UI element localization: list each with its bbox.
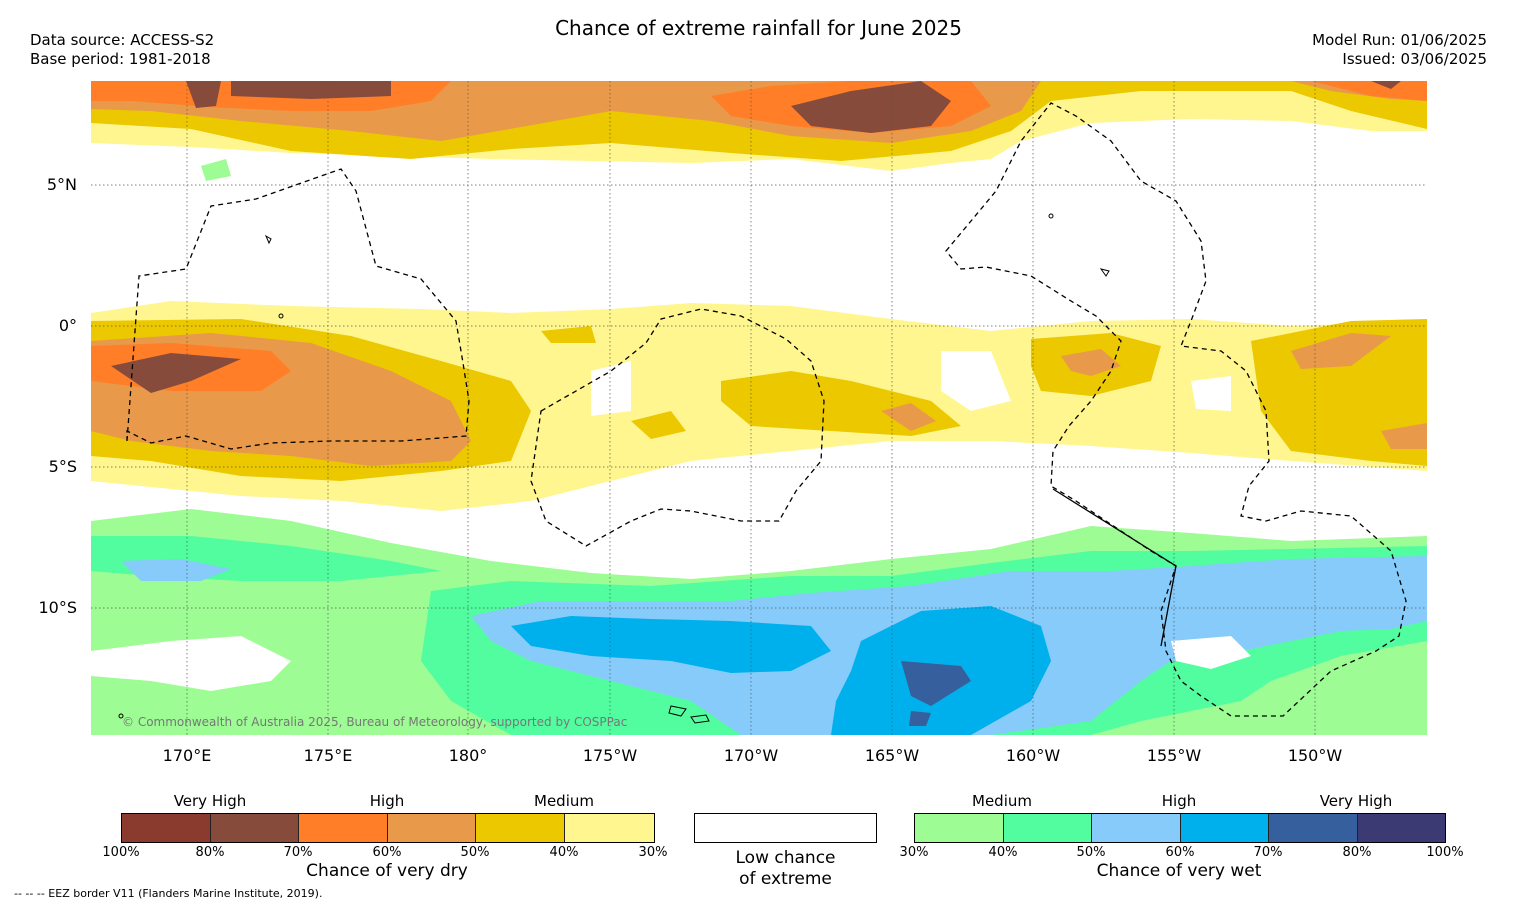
legend-dry-tick: 80% <box>195 845 225 860</box>
lon-label-155w: 155°W <box>1146 746 1202 765</box>
lon-label-170e: 170°E <box>162 746 212 765</box>
eez-tokelau-samoa <box>530 308 825 547</box>
lon-label-170w: 170°W <box>723 746 779 765</box>
lon-label-165w: 165°W <box>864 746 920 765</box>
lon-label-160w: 160°W <box>1005 746 1061 765</box>
legend-wet-tick: 40% <box>988 845 1018 860</box>
islands <box>118 213 1110 724</box>
lat-label-5n: 5°N <box>46 175 77 194</box>
eez-line-islands <box>945 102 1407 717</box>
legend-wet-tick: 50% <box>1076 845 1106 860</box>
legend-wet-tick: 100% <box>1426 845 1464 860</box>
lon-label-150w: 150°W <box>1287 746 1343 765</box>
legend-dry-tick: 40% <box>549 845 579 860</box>
legend-wet-swatch-2 <box>1004 814 1092 842</box>
legend-dry-swatch-6 <box>565 814 654 842</box>
base-period: Base period: 1981-2018 <box>30 50 211 68</box>
legend-wet-swatch-5 <box>1269 814 1358 842</box>
legend-neutral-swatch <box>694 813 877 843</box>
legend-wet-cat-medium: Medium <box>972 792 1032 810</box>
equatorial-dry-band <box>91 301 1427 511</box>
legend-wet-swatch-3 <box>1092 814 1181 842</box>
rainfall-map <box>91 81 1427 735</box>
lat-label-5s: 5°S <box>48 457 77 476</box>
legend-dry-cat-medium: Medium <box>534 792 594 810</box>
legend-dry-tick: 50% <box>460 845 490 860</box>
model-run: Model Run: 01/06/2025 <box>1312 31 1487 49</box>
lat-label-0: 0° <box>58 316 77 335</box>
eez-note: -- -- -- EEZ border V11 (Flanders Marine… <box>14 887 323 900</box>
lon-label-175w: 175°W <box>582 746 638 765</box>
northern-dry-band <box>91 81 1427 181</box>
legend-dry-title: Chance of very dry <box>306 861 468 881</box>
legend-dry-tick: 60% <box>372 845 402 860</box>
legend-wet-tick: 80% <box>1342 845 1372 860</box>
legend-wet-swatch-6 <box>1358 814 1445 842</box>
chart-title: Chance of extreme rainfall for June 2025 <box>555 16 962 40</box>
eez-borders <box>126 102 1407 717</box>
legend-dry-bar <box>121 813 655 843</box>
data-source: Data source: ACCESS-S2 <box>30 31 215 49</box>
legend-wet-tick: 30% <box>899 845 929 860</box>
gridlines <box>91 81 1427 735</box>
legend-dry-cat-very-high: Very High <box>173 792 247 810</box>
legend-dry-tick: 30% <box>638 845 668 860</box>
copyright-notice: © Commonwealth of Australia 2025, Bureau… <box>122 715 628 729</box>
legend-dry-swatch-1 <box>122 814 211 842</box>
lon-label-175e: 175°E <box>303 746 353 765</box>
legend-dry-swatch-4 <box>388 814 476 842</box>
issued-date: Issued: 03/06/2025 <box>1342 50 1487 68</box>
legend-dry-tick: 100% <box>102 845 140 860</box>
eez-solid-border <box>1052 488 1177 647</box>
legend-wet-swatch-1 <box>915 814 1004 842</box>
legend-wet-tick: 60% <box>1165 845 1195 860</box>
legend-dry-swatch-2 <box>211 814 299 842</box>
legend-dry-tick: 70% <box>283 845 313 860</box>
legend-wet-swatch-4 <box>1181 814 1269 842</box>
legend-dry-swatch-3 <box>299 814 388 842</box>
legend-wet-tick: 70% <box>1253 845 1283 860</box>
legend-wet-title: Chance of very wet <box>1096 861 1262 881</box>
legend-wet-bar <box>914 813 1446 843</box>
meta-right: Model Run: 01/06/2025 Issued: 03/06/2025 <box>1312 31 1487 69</box>
meta-left: Data source: ACCESS-S2 Base period: 1981… <box>30 31 214 69</box>
legend-dry-swatch-5 <box>476 814 565 842</box>
lat-label-10s: 10°S <box>38 598 77 617</box>
southern-wet-band <box>91 509 1427 735</box>
legend-wet-cat-high: High <box>1161 792 1197 810</box>
legend-neutral-title: Low chance of extreme <box>694 848 877 890</box>
legend-wet-cat-very-high: Very High <box>1319 792 1393 810</box>
legend-neutral-line2: of extreme <box>739 869 832 889</box>
legend-dry-cat-high: High <box>369 792 405 810</box>
legend-neutral-line1: Low chance <box>735 848 836 868</box>
lon-label-180: 180° <box>448 746 488 765</box>
